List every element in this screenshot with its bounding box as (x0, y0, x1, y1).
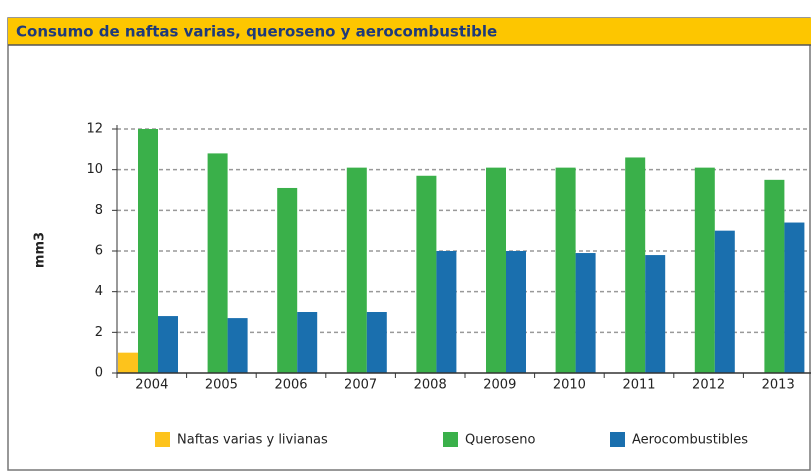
y-tick-label: 10 (86, 162, 103, 177)
bar (227, 318, 248, 373)
bar (346, 167, 367, 373)
bar (366, 312, 387, 373)
y-tick-label: 6 (95, 244, 103, 259)
x-tick-label: 2012 (692, 378, 725, 393)
bar (436, 251, 457, 373)
bar (277, 187, 298, 373)
bar (694, 167, 715, 373)
legend-swatch (443, 432, 458, 447)
x-tick-label: 2013 (762, 378, 795, 393)
bar (784, 222, 805, 373)
x-tick-label: 2009 (483, 378, 516, 393)
bar (506, 251, 526, 373)
frame (7, 17, 811, 471)
x-tick-label: 2005 (205, 378, 238, 393)
y-axis-label: mm3 (33, 232, 48, 268)
bar (297, 312, 318, 373)
bar (764, 179, 785, 373)
x-tick-label: 2007 (344, 378, 377, 393)
bar (416, 175, 437, 373)
bar (158, 316, 178, 373)
bar (575, 253, 596, 373)
y-tick-label: 12 (86, 122, 103, 137)
x-tick-label: 2010 (553, 378, 586, 393)
y-tick-label: 4 (95, 284, 103, 299)
bar (714, 230, 735, 373)
y-tick-label: 2 (95, 325, 103, 340)
bar (207, 153, 228, 373)
legend-swatch (155, 432, 170, 447)
bar (645, 255, 666, 373)
bar (486, 167, 506, 373)
bar (555, 167, 576, 373)
bar (118, 352, 138, 373)
y-tick-label: 0 (95, 366, 103, 381)
bar (625, 157, 646, 373)
x-tick-label: 2004 (135, 378, 168, 393)
legend-label: Naftas varias y livianas (177, 433, 328, 448)
legend-swatch (610, 432, 625, 447)
x-tick-label: 2008 (414, 378, 447, 393)
legend-label: Queroseno (465, 433, 535, 448)
x-tick-label: 2006 (274, 378, 307, 393)
bar (138, 129, 158, 373)
chart-title: Consumo de naftas varias, queroseno y ae… (16, 23, 497, 41)
legend-label: Aerocombustibles (632, 433, 748, 448)
y-tick-label: 8 (95, 203, 103, 218)
x-tick-label: 2011 (622, 378, 655, 393)
title-bar (8, 18, 811, 45)
